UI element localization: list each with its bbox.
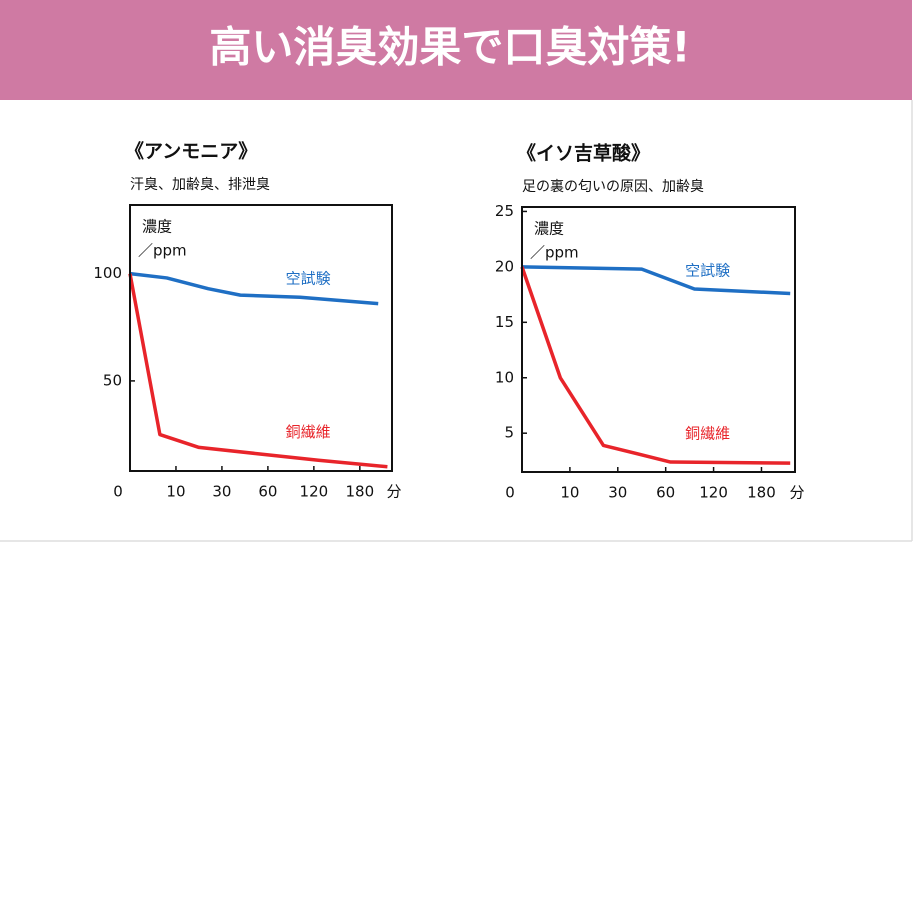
x-axis-unit: 分 — [386, 483, 401, 501]
x-tick-label: 10 — [560, 484, 579, 502]
y-axis-unit: ／ppm — [138, 242, 187, 260]
chart-subtitle: 汗臭、加齢臭、排泄臭 — [130, 177, 270, 193]
plot-frame — [521, 206, 796, 473]
series-label: 銅繊維 — [685, 425, 730, 443]
series-line — [520, 266, 791, 465]
y-tick-label: 25 — [495, 202, 514, 220]
x-tick-label: 180 — [747, 484, 776, 502]
y-tick-label: 10 — [495, 368, 514, 386]
y-tick-label: 50 — [103, 371, 122, 389]
series-label: 空試験 — [685, 262, 730, 280]
y-tick-label: 15 — [495, 313, 514, 331]
x-tick-label: 30 — [608, 484, 627, 502]
x-tick-label: 120 — [699, 484, 728, 502]
x-tick-label: 120 — [300, 483, 329, 501]
y-tick-label: 5 — [504, 424, 514, 442]
x-tick-label: 60 — [656, 484, 675, 502]
y-axis-unit: ／ppm — [530, 244, 579, 262]
y-tick-label: 20 — [495, 257, 514, 275]
y-axis-label: 濃度 — [142, 218, 172, 236]
x-tick-label: 30 — [212, 483, 231, 501]
chart-title: 《アンモニア》 — [125, 140, 257, 163]
banner-title: 高い消臭効果で口臭対策! — [209, 23, 690, 72]
banner — [0, 0, 912, 100]
x-tick-label: 0 — [113, 483, 123, 501]
series-label: 空試験 — [286, 270, 331, 288]
series-line — [129, 271, 379, 306]
series-label: 銅繊維 — [286, 423, 331, 441]
series-line — [128, 273, 388, 469]
chart-title: 《イソ吉草酸》 — [517, 142, 650, 165]
x-tick-label: 60 — [258, 483, 277, 501]
x-tick-label: 10 — [166, 483, 185, 501]
x-tick-label: 0 — [505, 484, 515, 502]
x-axis-unit: 分 — [789, 484, 804, 502]
plot-frame — [129, 204, 393, 472]
chart-subtitle: 足の裏の匂いの原因、加齢臭 — [522, 178, 704, 195]
y-axis-label: 濃度 — [534, 220, 564, 238]
y-tick-label: 100 — [93, 264, 122, 282]
x-tick-label: 180 — [346, 483, 375, 501]
series-line — [521, 265, 791, 296]
